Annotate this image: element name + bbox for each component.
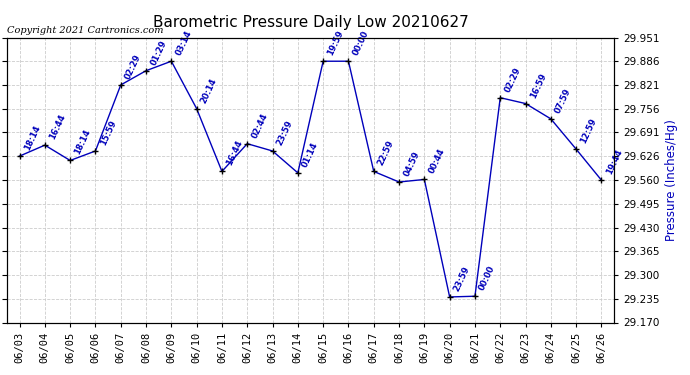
Text: 12:59: 12:59 (579, 117, 598, 145)
Text: 19:44: 19:44 (604, 148, 624, 176)
Text: 02:44: 02:44 (250, 111, 270, 140)
Text: 23:59: 23:59 (453, 265, 472, 293)
Text: 20:14: 20:14 (199, 76, 219, 105)
Text: 07:59: 07:59 (553, 87, 573, 115)
Text: 04:59: 04:59 (402, 150, 421, 178)
Text: 19:59: 19:59 (326, 29, 345, 57)
Text: 01:14: 01:14 (301, 141, 320, 169)
Text: 23:59: 23:59 (275, 119, 295, 147)
Text: 18:14: 18:14 (73, 128, 92, 156)
Y-axis label: Pressure (Inches/Hg): Pressure (Inches/Hg) (665, 119, 678, 241)
Text: 02:29: 02:29 (503, 66, 522, 93)
Text: 01:29: 01:29 (149, 39, 168, 66)
Text: Barometric Pressure Daily Low 20210627: Barometric Pressure Daily Low 20210627 (152, 15, 469, 30)
Text: 03:14: 03:14 (174, 29, 193, 57)
Text: 16:44: 16:44 (225, 139, 244, 167)
Text: 00:00: 00:00 (351, 29, 371, 57)
Text: 16:59: 16:59 (529, 71, 548, 99)
Text: 15:59: 15:59 (98, 119, 118, 147)
Text: 22:59: 22:59 (377, 139, 396, 167)
Text: Copyright 2021 Cartronics.com: Copyright 2021 Cartronics.com (7, 26, 164, 35)
Text: 00:44: 00:44 (427, 147, 446, 175)
Text: 18:14: 18:14 (22, 124, 42, 152)
Text: 00:00: 00:00 (477, 264, 497, 292)
Text: 02:29: 02:29 (124, 53, 143, 81)
Text: 16:44: 16:44 (48, 113, 67, 141)
